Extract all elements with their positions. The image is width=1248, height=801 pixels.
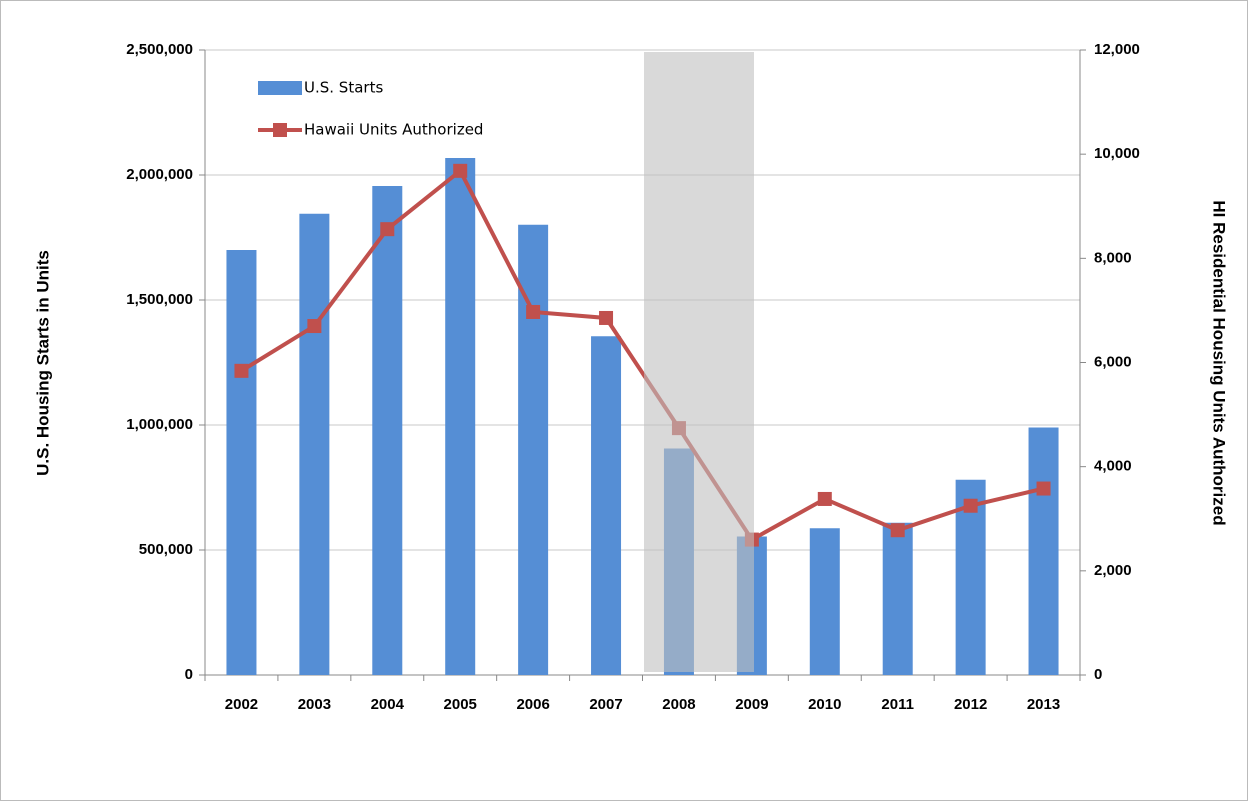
y-axis-title: U.S. Housing Starts in Units (33, 250, 52, 476)
y2-tick-label: 4,000 (1094, 458, 1132, 475)
x-tick-label: 2006 (516, 696, 549, 713)
marker (453, 163, 468, 178)
bar (809, 528, 840, 675)
x-tick-label: 2010 (808, 696, 841, 713)
legend-label: Hawaii Units Authorized (304, 121, 483, 139)
marker (234, 363, 249, 378)
bar (591, 336, 622, 675)
marker (817, 491, 832, 506)
y-tick-label: 500,000 (139, 541, 193, 558)
marker (307, 319, 322, 334)
x-tick-label: 2011 (881, 696, 914, 713)
x-tick-label: 2007 (589, 696, 622, 713)
x-tick-label: 2013 (1027, 696, 1060, 713)
bar (882, 522, 913, 675)
y2-tick-label: 2,000 (1094, 562, 1132, 579)
x-tick-label: 2004 (371, 696, 405, 713)
bar (518, 224, 549, 675)
x-tick-label: 2009 (735, 696, 768, 713)
x-tick-label: 2012 (954, 696, 987, 713)
bar (299, 213, 330, 675)
y-tick-label: 0 (185, 666, 193, 683)
y2-tick-label: 8,000 (1094, 249, 1132, 266)
y2-tick-label: 0 (1094, 666, 1102, 683)
marker (890, 523, 905, 538)
y-tick-label: 1,000,000 (126, 416, 193, 433)
y-tick-label: 2,500,000 (126, 41, 193, 58)
x-tick-label: 2002 (225, 696, 258, 713)
recession-shade (644, 52, 754, 672)
y-tick-label: 1,500,000 (126, 291, 193, 308)
bar (1028, 427, 1059, 675)
marker (599, 310, 614, 325)
x-tick-label: 2005 (444, 696, 477, 713)
marker (380, 222, 395, 237)
bar (445, 158, 476, 675)
y-tick-label: 2,000,000 (126, 166, 193, 183)
y2-tick-label: 6,000 (1094, 353, 1132, 370)
x-tick-label: 2003 (298, 696, 331, 713)
x-tick-label: 2008 (662, 696, 695, 713)
y2-tick-label: 12,000 (1094, 41, 1140, 58)
y2-axis-title: HI Residential Housing Units Authorized (1210, 200, 1229, 525)
legend-marker (273, 123, 287, 137)
line (240, 167, 1044, 543)
marker (1036, 481, 1051, 496)
y2-tick-label: 10,000 (1094, 145, 1140, 162)
bar (372, 186, 403, 675)
legend-label: U.S. Starts (304, 79, 383, 97)
marker (526, 304, 541, 319)
legend-swatch (258, 81, 302, 95)
bar (226, 250, 257, 675)
marker (963, 498, 978, 513)
